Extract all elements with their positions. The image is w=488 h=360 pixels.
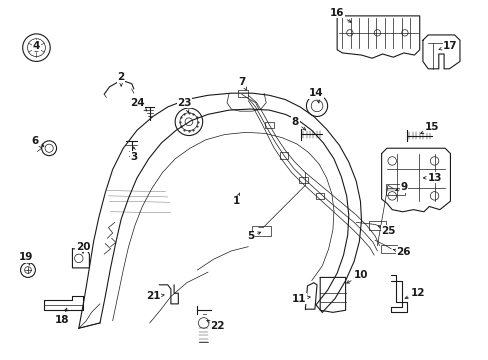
Bar (280, 153, 288, 159)
Text: 2: 2 (117, 72, 124, 86)
Text: 24: 24 (129, 98, 147, 111)
Text: 4: 4 (33, 41, 40, 50)
Text: 3: 3 (130, 147, 137, 162)
Bar (368, 221, 385, 230)
Text: 18: 18 (55, 308, 69, 325)
Text: 26: 26 (392, 247, 410, 257)
Bar (252, 225, 271, 236)
Text: 6: 6 (31, 136, 44, 146)
Text: 23: 23 (177, 98, 191, 113)
Text: 5: 5 (247, 231, 260, 241)
Text: 13: 13 (423, 173, 442, 183)
Text: 20: 20 (76, 242, 90, 253)
Bar (264, 122, 273, 128)
Text: 9: 9 (395, 183, 407, 192)
Bar (385, 184, 404, 195)
Text: 8: 8 (291, 117, 305, 130)
Text: 7: 7 (238, 77, 246, 90)
Text: 21: 21 (145, 292, 164, 301)
Bar (299, 177, 307, 183)
Bar (380, 244, 397, 253)
Text: 16: 16 (329, 8, 350, 22)
Text: 25: 25 (377, 226, 395, 236)
Bar (237, 90, 248, 98)
Text: 19: 19 (19, 252, 33, 265)
Text: 15: 15 (420, 122, 439, 134)
Text: 1: 1 (232, 193, 239, 206)
Text: 17: 17 (438, 41, 457, 50)
Text: 12: 12 (404, 288, 425, 299)
Text: 22: 22 (206, 320, 224, 331)
Bar (315, 193, 324, 199)
Text: 14: 14 (308, 88, 323, 103)
Text: 10: 10 (346, 270, 368, 283)
Text: 11: 11 (291, 294, 310, 303)
